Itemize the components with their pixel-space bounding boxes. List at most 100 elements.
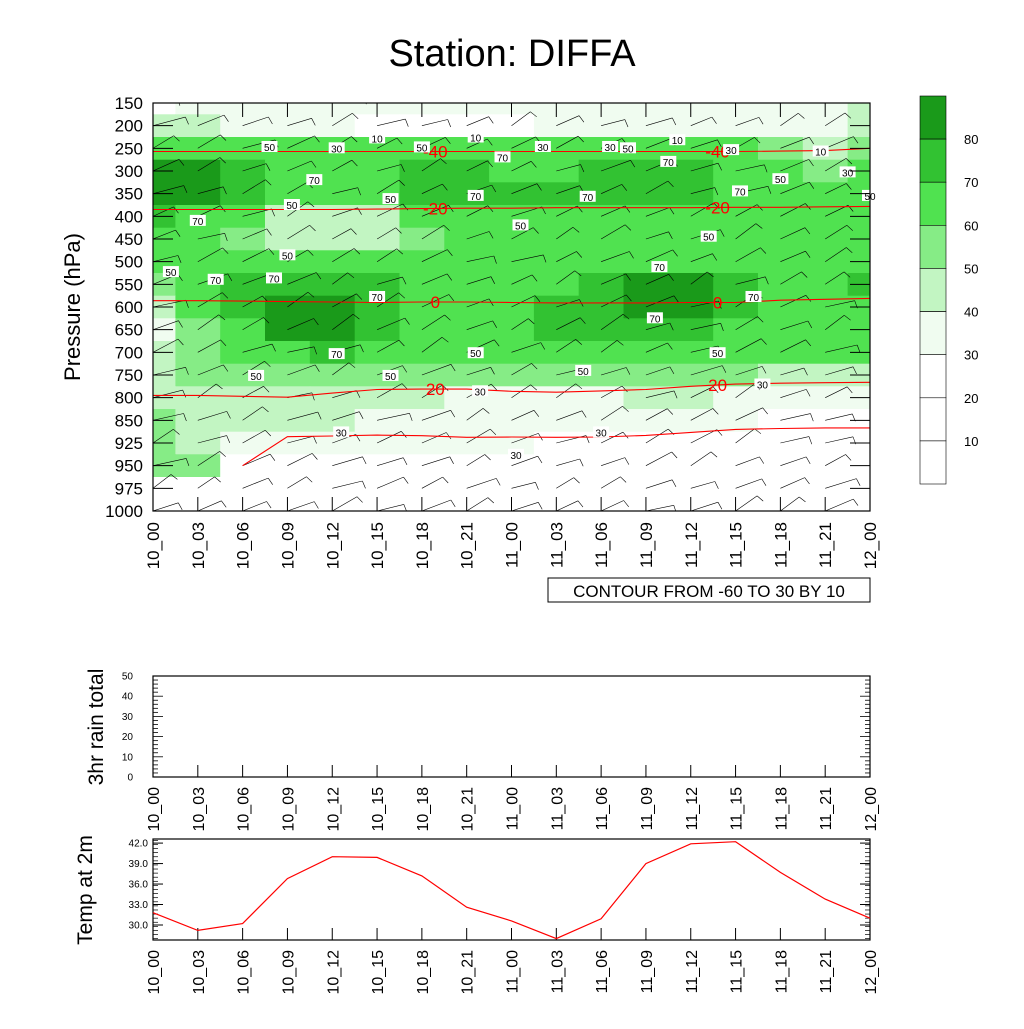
wind-barb — [242, 163, 267, 172]
wind-barb-feather — [669, 322, 674, 331]
wind-barb-feather — [629, 251, 634, 259]
wind-barb — [780, 320, 809, 330]
wind-barb-feather — [530, 161, 537, 168]
wind-barb — [825, 225, 848, 240]
wind-barb — [287, 225, 310, 240]
wind-barb-feather — [400, 164, 405, 172]
humidity-contour-label: 50 — [775, 175, 787, 186]
humidity-cell — [578, 409, 625, 433]
humidity-contour-label: 70 — [309, 176, 321, 187]
humidity-cell — [668, 273, 714, 297]
wind-barb-feather — [891, 202, 897, 207]
wind-barb — [825, 436, 854, 444]
humidity-cell — [354, 363, 401, 387]
wind-barb — [825, 498, 854, 511]
temp-x-tick-label: 11_12 — [684, 950, 701, 993]
wind-barb — [780, 203, 806, 217]
wind-barb-feather — [530, 384, 537, 391]
wind-barb-feather — [891, 455, 896, 461]
humidity-cell — [153, 103, 176, 115]
humidity-cell — [309, 431, 356, 455]
wind-barb — [242, 228, 268, 240]
wind-barb-feather — [223, 114, 229, 122]
y-tick-label: 700 — [115, 343, 143, 362]
wind-barb-feather — [441, 337, 449, 343]
wind-barb — [242, 361, 265, 376]
wind-barb-feather — [398, 179, 405, 186]
wind-barb — [780, 136, 810, 149]
wind-barb-feather — [403, 476, 409, 484]
humidity-cell — [758, 227, 804, 251]
humidity-cell — [758, 205, 804, 229]
wind-barb-feather — [442, 476, 449, 484]
wind-barb-feather — [226, 411, 231, 419]
humidity-cell — [668, 114, 714, 138]
wind-barb — [735, 456, 760, 466]
temp-y-tick-label: 33.0 — [129, 900, 149, 911]
wind-barb-feather — [311, 160, 317, 168]
wind-barb-feather — [348, 362, 356, 368]
humidity-contour-label: 10 — [815, 148, 827, 159]
wind-barb — [645, 138, 671, 149]
wind-barb-feather — [574, 270, 582, 277]
wind-barb — [242, 386, 264, 398]
humidity-contour-label-bg — [754, 378, 771, 390]
wind-barb-feather — [398, 292, 406, 299]
wind-barb — [466, 205, 488, 217]
wind-barb — [825, 413, 853, 421]
wind-barb — [421, 314, 445, 330]
wind-barb-feather — [887, 273, 893, 278]
humidity-contour-label-bg — [660, 155, 677, 167]
wind-barb-feather — [185, 300, 189, 308]
humidity-cell — [489, 477, 535, 501]
wind-barb-feather — [712, 386, 719, 393]
wind-barb-feather — [493, 255, 497, 264]
wind-barb — [556, 339, 576, 353]
wind-barb — [377, 457, 404, 466]
humidity-cell — [265, 250, 311, 274]
wind-barb — [377, 118, 406, 126]
rain-x-tick-label: 10_09 — [280, 787, 297, 832]
wind-barb — [780, 295, 807, 308]
wind-barb-feather — [707, 271, 714, 278]
wind-barb-feather — [359, 411, 364, 419]
wind-barb-feather — [306, 476, 313, 483]
wind-barb — [332, 272, 348, 285]
wind-barb — [332, 187, 358, 194]
humidity-cell — [489, 250, 535, 274]
wind-barb-feather — [572, 227, 580, 233]
wind-barb-feather — [442, 183, 448, 191]
wind-barb-feather — [799, 496, 806, 503]
humidity-contour-label: 50 — [712, 349, 724, 360]
wind-barb — [466, 276, 492, 285]
wind-barb-feather — [893, 180, 899, 186]
wind-barb-feather — [492, 320, 497, 328]
humidity-contour-label-bg — [248, 369, 265, 381]
wind-barb — [332, 248, 355, 262]
wind-barb — [645, 117, 673, 126]
humidity-cell — [533, 409, 580, 433]
temperature-contour-label: 0 — [431, 293, 440, 312]
wind-barb-feather — [896, 500, 901, 507]
wind-barb — [377, 504, 404, 511]
humidity-contour-label-bg — [812, 145, 829, 157]
wind-barb — [153, 367, 186, 376]
wind-barb-feather — [220, 205, 226, 213]
wind-barb — [466, 116, 489, 126]
wind-barb-feather — [845, 158, 853, 165]
wind-barb — [376, 339, 400, 353]
wind-barb — [287, 118, 312, 126]
wind-barb — [735, 478, 762, 489]
wind-barb-feather — [223, 364, 229, 372]
wind-barb — [645, 322, 670, 330]
wind-barb-feather — [576, 251, 583, 258]
wind-barb — [556, 317, 581, 330]
wind-barb-feather — [616, 340, 624, 346]
wind-barb-feather — [623, 500, 629, 507]
wind-barb — [421, 205, 449, 217]
wind-barb-feather — [717, 139, 722, 148]
wind-barb-feather — [484, 454, 491, 461]
wind-barb-feather — [798, 113, 805, 119]
humidity-cell — [489, 386, 535, 410]
wind-barb-feather — [853, 498, 859, 506]
